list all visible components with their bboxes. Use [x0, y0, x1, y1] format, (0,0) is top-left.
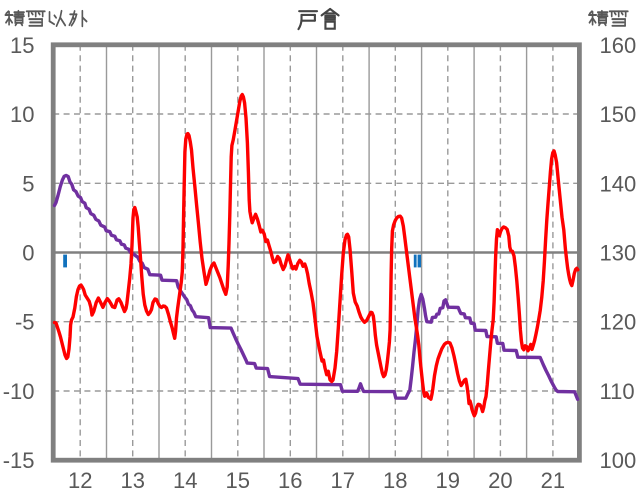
svg-text:18: 18 — [383, 468, 407, 493]
svg-text:15: 15 — [10, 33, 34, 58]
svg-text:140: 140 — [600, 171, 636, 196]
svg-text:-10: -10 — [3, 379, 35, 404]
svg-text:19: 19 — [436, 468, 460, 493]
svg-text:10: 10 — [10, 102, 34, 127]
svg-text:20: 20 — [488, 468, 512, 493]
svg-text:17: 17 — [331, 468, 355, 493]
svg-text:110: 110 — [600, 379, 635, 404]
svg-text:12: 12 — [68, 468, 92, 493]
svg-text:16: 16 — [278, 468, 302, 493]
svg-text:-5: -5 — [15, 310, 35, 335]
svg-text:13: 13 — [120, 468, 144, 493]
svg-text:15: 15 — [226, 468, 250, 493]
svg-text:21: 21 — [541, 468, 565, 493]
svg-text:120: 120 — [600, 310, 636, 335]
svg-text:-15: -15 — [3, 448, 35, 473]
svg-text:160: 160 — [600, 33, 636, 58]
svg-text:14: 14 — [173, 468, 197, 493]
svg-text:5: 5 — [22, 171, 34, 196]
svg-text:150: 150 — [600, 102, 636, 127]
svg-text:100: 100 — [600, 448, 636, 473]
svg-text:130: 130 — [600, 241, 636, 266]
svg-text:0: 0 — [22, 241, 34, 266]
